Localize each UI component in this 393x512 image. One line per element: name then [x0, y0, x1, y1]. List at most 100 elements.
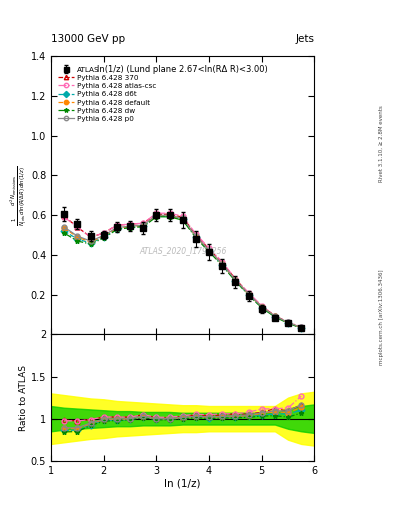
- Pythia 6.428 atlas-csc: [220, 259, 225, 265]
- Pythia 6.428 d6t: [154, 213, 159, 219]
- Pythia 6.428 p0: [259, 304, 264, 310]
- Pythia 6.428 default: [128, 224, 132, 230]
- Pythia 6.428 p0: [233, 277, 238, 283]
- Pythia 6.428 dw: [233, 278, 238, 284]
- Pythia 6.428 p0: [75, 233, 80, 239]
- Pythia 6.428 d6t: [88, 240, 93, 246]
- Pythia 6.428 default: [141, 223, 146, 229]
- Pythia 6.428 default: [233, 278, 238, 284]
- Pythia 6.428 dw: [101, 235, 106, 241]
- Pythia 6.428 dw: [115, 226, 119, 232]
- Pythia 6.428 370: [194, 232, 198, 238]
- Pythia 6.428 p0: [128, 223, 132, 229]
- Pythia 6.428 370: [299, 325, 304, 331]
- Pythia 6.428 default: [62, 225, 67, 231]
- Pythia 6.428 default: [167, 212, 172, 219]
- Pythia 6.428 dw: [62, 230, 67, 236]
- Pythia 6.428 atlas-csc: [259, 303, 264, 309]
- Line: Pythia 6.428 default: Pythia 6.428 default: [62, 213, 304, 330]
- Pythia 6.428 370: [128, 221, 132, 227]
- Pythia 6.428 default: [220, 262, 225, 268]
- Pythia 6.428 d6t: [220, 262, 225, 268]
- Pythia 6.428 370: [141, 220, 146, 226]
- Pythia 6.428 370: [101, 230, 106, 236]
- Pythia 6.428 d6t: [115, 226, 119, 232]
- Pythia 6.428 dw: [128, 224, 132, 230]
- Pythia 6.428 p0: [246, 291, 251, 297]
- Pythia 6.428 default: [180, 216, 185, 222]
- Pythia 6.428 p0: [180, 216, 185, 222]
- Pythia 6.428 atlas-csc: [299, 324, 304, 330]
- Y-axis label: Ratio to ATLAS: Ratio to ATLAS: [19, 365, 28, 431]
- Pythia 6.428 default: [259, 304, 264, 310]
- Pythia 6.428 default: [115, 225, 119, 231]
- Line: Pythia 6.428 dw: Pythia 6.428 dw: [62, 215, 304, 330]
- Pythia 6.428 dw: [259, 305, 264, 311]
- Pythia 6.428 370: [115, 222, 119, 228]
- Pythia 6.428 d6t: [62, 228, 67, 234]
- Pythia 6.428 370: [88, 234, 93, 240]
- Pythia 6.428 default: [75, 234, 80, 240]
- Pythia 6.428 d6t: [259, 305, 264, 311]
- Pythia 6.428 370: [246, 291, 251, 297]
- Pythia 6.428 atlas-csc: [246, 290, 251, 296]
- Pythia 6.428 p0: [101, 232, 106, 239]
- Pythia 6.428 370: [75, 224, 80, 230]
- Pythia 6.428 p0: [273, 313, 277, 319]
- Pythia 6.428 dw: [299, 325, 304, 331]
- X-axis label: ln (1/z): ln (1/z): [165, 478, 201, 488]
- Pythia 6.428 p0: [167, 212, 172, 218]
- Pythia 6.428 default: [286, 319, 290, 326]
- Pythia 6.428 370: [207, 246, 211, 252]
- Pythia 6.428 atlas-csc: [167, 210, 172, 216]
- Pythia 6.428 atlas-csc: [194, 231, 198, 237]
- Pythia 6.428 atlas-csc: [207, 245, 211, 251]
- Pythia 6.428 atlas-csc: [286, 319, 290, 325]
- Pythia 6.428 default: [246, 291, 251, 297]
- Y-axis label: $\frac{1}{N_\mathrm{jets}}\frac{d^2 N_\mathrm{emissions}}{d\ln(R/\Delta R)\,d\ln: $\frac{1}{N_\mathrm{jets}}\frac{d^2 N_\m…: [9, 165, 29, 226]
- Pythia 6.428 d6t: [75, 236, 80, 242]
- Pythia 6.428 dw: [75, 238, 80, 244]
- Pythia 6.428 default: [273, 313, 277, 319]
- Pythia 6.428 d6t: [128, 224, 132, 230]
- Pythia 6.428 atlas-csc: [154, 210, 159, 216]
- Pythia 6.428 d6t: [273, 313, 277, 319]
- Legend: ATLAS, Pythia 6.428 370, Pythia 6.428 atlas-csc, Pythia 6.428 d6t, Pythia 6.428 : ATLAS, Pythia 6.428 370, Pythia 6.428 at…: [57, 66, 157, 122]
- Pythia 6.428 dw: [286, 320, 290, 326]
- Pythia 6.428 d6t: [286, 320, 290, 326]
- Pythia 6.428 370: [154, 211, 159, 217]
- Pythia 6.428 d6t: [299, 325, 304, 331]
- Pythia 6.428 p0: [88, 238, 93, 244]
- Pythia 6.428 atlas-csc: [233, 275, 238, 282]
- Pythia 6.428 atlas-csc: [101, 230, 106, 236]
- Pythia 6.428 dw: [207, 249, 211, 255]
- Pythia 6.428 atlas-csc: [128, 221, 132, 227]
- Pythia 6.428 default: [101, 233, 106, 239]
- Pythia 6.428 d6t: [194, 234, 198, 240]
- Text: Jets: Jets: [296, 33, 314, 44]
- Pythia 6.428 370: [220, 260, 225, 266]
- Pythia 6.428 d6t: [101, 234, 106, 240]
- Text: mcplots.cern.ch [arXiv:1306.3436]: mcplots.cern.ch [arXiv:1306.3436]: [379, 270, 384, 365]
- Pythia 6.428 default: [207, 247, 211, 253]
- Pythia 6.428 370: [286, 319, 290, 326]
- Pythia 6.428 d6t: [180, 216, 185, 222]
- Line: Pythia 6.428 atlas-csc: Pythia 6.428 atlas-csc: [62, 211, 304, 329]
- Pythia 6.428 370: [62, 213, 67, 219]
- Pythia 6.428 atlas-csc: [62, 214, 67, 220]
- Pythia 6.428 p0: [286, 319, 290, 326]
- Pythia 6.428 dw: [220, 263, 225, 269]
- Pythia 6.428 dw: [246, 292, 251, 298]
- Pythia 6.428 370: [167, 211, 172, 217]
- Pythia 6.428 370: [259, 304, 264, 310]
- Pythia 6.428 dw: [154, 214, 159, 220]
- Line: Pythia 6.428 370: Pythia 6.428 370: [62, 212, 304, 330]
- Pythia 6.428 atlas-csc: [75, 224, 80, 230]
- Pythia 6.428 dw: [141, 224, 146, 230]
- Pythia 6.428 p0: [207, 247, 211, 253]
- Pythia 6.428 dw: [273, 314, 277, 320]
- Pythia 6.428 atlas-csc: [115, 222, 119, 228]
- Line: Pythia 6.428 p0: Pythia 6.428 p0: [62, 213, 304, 330]
- Text: ATLAS_2020_I1790256: ATLAS_2020_I1790256: [139, 246, 226, 255]
- Pythia 6.428 default: [299, 325, 304, 331]
